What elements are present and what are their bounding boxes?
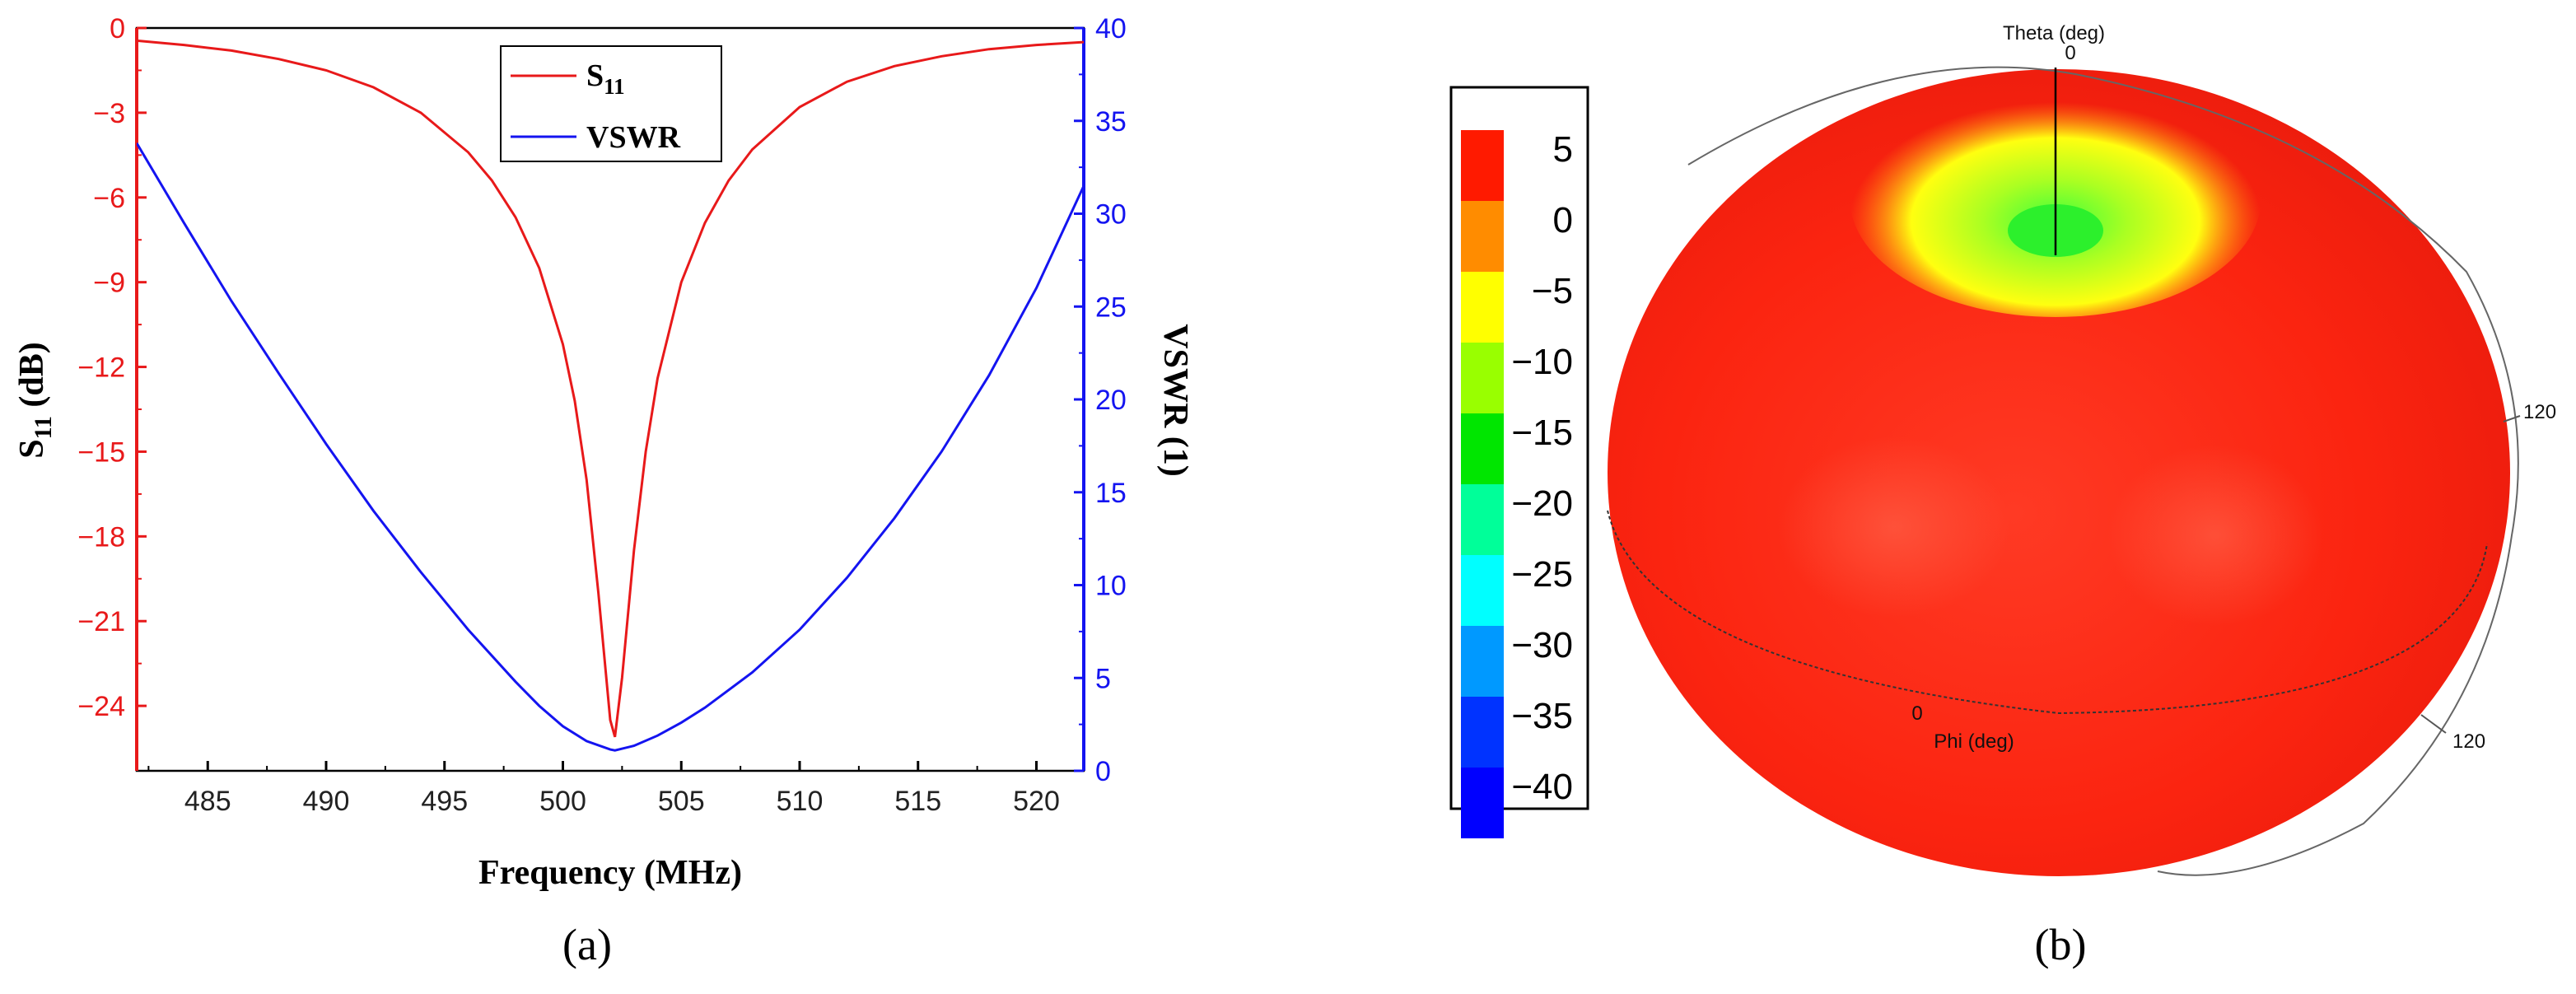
panel-b-radiation-pattern: 50−5−10−15−20−25−30−35−40 Theta (deg) 0 … xyxy=(1449,22,2556,969)
colorbar-swatch xyxy=(1461,555,1504,626)
x-tick-label: 515 xyxy=(894,786,941,817)
pattern-highlight-right xyxy=(2108,445,2322,626)
x-tick-label: 485 xyxy=(184,786,231,817)
right-y-axis-title: VSWR (1) xyxy=(1156,324,1194,477)
theta-120-tick xyxy=(2503,415,2521,422)
colorbar-swatch xyxy=(1461,201,1504,272)
colorbar-swatch xyxy=(1461,413,1504,484)
x-tick-label: 510 xyxy=(777,786,824,817)
left-y-axis-title: S11 (dB) xyxy=(13,342,57,459)
colorbar-swatch xyxy=(1461,768,1504,838)
colorbar-label: −10 xyxy=(1511,342,1573,382)
phi-zero-label: 0 xyxy=(1911,702,1922,725)
right-y-tick-label: 20 xyxy=(1095,385,1127,416)
right-y-tick-label: 10 xyxy=(1095,571,1127,602)
theta-zero-label: 0 xyxy=(2065,42,2075,64)
left-y-tick-label: −21 xyxy=(77,606,125,637)
panel-label-b: (b) xyxy=(2035,920,2087,969)
colorbar-labels: 5 0 −5 −10 −15 −20 −25 −30 −35 −40 xyxy=(1511,129,1573,807)
x-axis-title: Frequency (MHz) xyxy=(478,854,742,892)
colorbar-label: −15 xyxy=(1511,413,1573,453)
colorbar-swatch xyxy=(1461,697,1504,768)
panel-label-a: (a) xyxy=(562,920,612,969)
legend-label-vswr: VSWR xyxy=(586,120,681,155)
colorbar-label: −35 xyxy=(1511,696,1573,736)
left-y-tick-label: 0 xyxy=(110,13,125,44)
left-y-tick-label: −6 xyxy=(93,183,125,214)
colorbar-swatches xyxy=(1461,130,1504,838)
right-y-ticks: 0 5 10 15 20 25 30 35 40 xyxy=(1074,13,1127,787)
legend-label-s11: S11 xyxy=(586,58,625,99)
theta-circle xyxy=(1687,66,2519,876)
x-tick-label: 505 xyxy=(658,786,705,817)
left-y-tick-label: −18 xyxy=(77,521,125,553)
phi-120-label: 120 xyxy=(2452,730,2485,753)
right-y-tick-label: 0 xyxy=(1095,756,1111,787)
legend-box xyxy=(500,45,722,162)
left-y-tick-label: −15 xyxy=(77,436,125,468)
colorbar-label: 0 xyxy=(1553,200,1573,240)
colorbar-label: −20 xyxy=(1511,483,1573,524)
right-y-tick-label: 40 xyxy=(1095,13,1127,44)
colorbar-swatch xyxy=(1461,626,1504,697)
right-y-tick-label: 30 xyxy=(1095,199,1127,231)
x-tick-label: 495 xyxy=(421,786,468,817)
colorbar-label: 5 xyxy=(1553,129,1573,170)
panel-a-line-chart: 0−3−6−9−12−15−18−21−24 0510152025303540 … xyxy=(13,13,1194,969)
phi-120-tick xyxy=(2420,714,2447,734)
colorbar-swatch xyxy=(1461,343,1504,413)
right-y-tick-label: 15 xyxy=(1095,478,1127,509)
phi-axis-label: Phi (deg) xyxy=(1934,730,2014,753)
pattern-sphere xyxy=(1608,69,2510,876)
theta-120-label: 120 xyxy=(2523,401,2556,423)
colorbar-label: −40 xyxy=(1511,767,1573,807)
colorbar-label: −25 xyxy=(1511,554,1573,595)
colorbar-swatch xyxy=(1461,130,1504,201)
colorbar-label: −30 xyxy=(1511,625,1573,665)
right-y-tick-label: 5 xyxy=(1095,663,1111,694)
colorbar-swatch xyxy=(1461,272,1504,343)
legend: S11 VSWR xyxy=(500,45,722,162)
left-y-tick-label: −12 xyxy=(77,352,125,384)
left-y-ticks: 0 −3 −6 −9 −12 −15 −18 −21 −24 xyxy=(77,13,147,722)
left-y-tick-label: −24 xyxy=(77,691,125,722)
left-y-tick-label: −9 xyxy=(93,268,125,299)
pattern-highlight-left xyxy=(1779,436,2009,618)
right-y-tick-label: 25 xyxy=(1095,292,1127,323)
theta-axis-label: Theta (deg) xyxy=(2003,22,2105,44)
colorbar-swatch xyxy=(1461,484,1504,555)
series-line-s11 xyxy=(137,39,1084,738)
x-tick-label: 490 xyxy=(303,786,350,817)
x-ticks: 485 490 495 500 505 510 515 520 xyxy=(147,761,1060,817)
x-tick-label: 500 xyxy=(539,786,586,817)
left-y-tick-label: −3 xyxy=(93,98,125,129)
x-tick-label: 520 xyxy=(1013,786,1060,817)
colorbar-label: −5 xyxy=(1532,271,1573,311)
phi-circle xyxy=(1607,510,2488,715)
right-y-tick-label: 35 xyxy=(1095,106,1127,138)
series-line-vswr xyxy=(137,142,1084,752)
